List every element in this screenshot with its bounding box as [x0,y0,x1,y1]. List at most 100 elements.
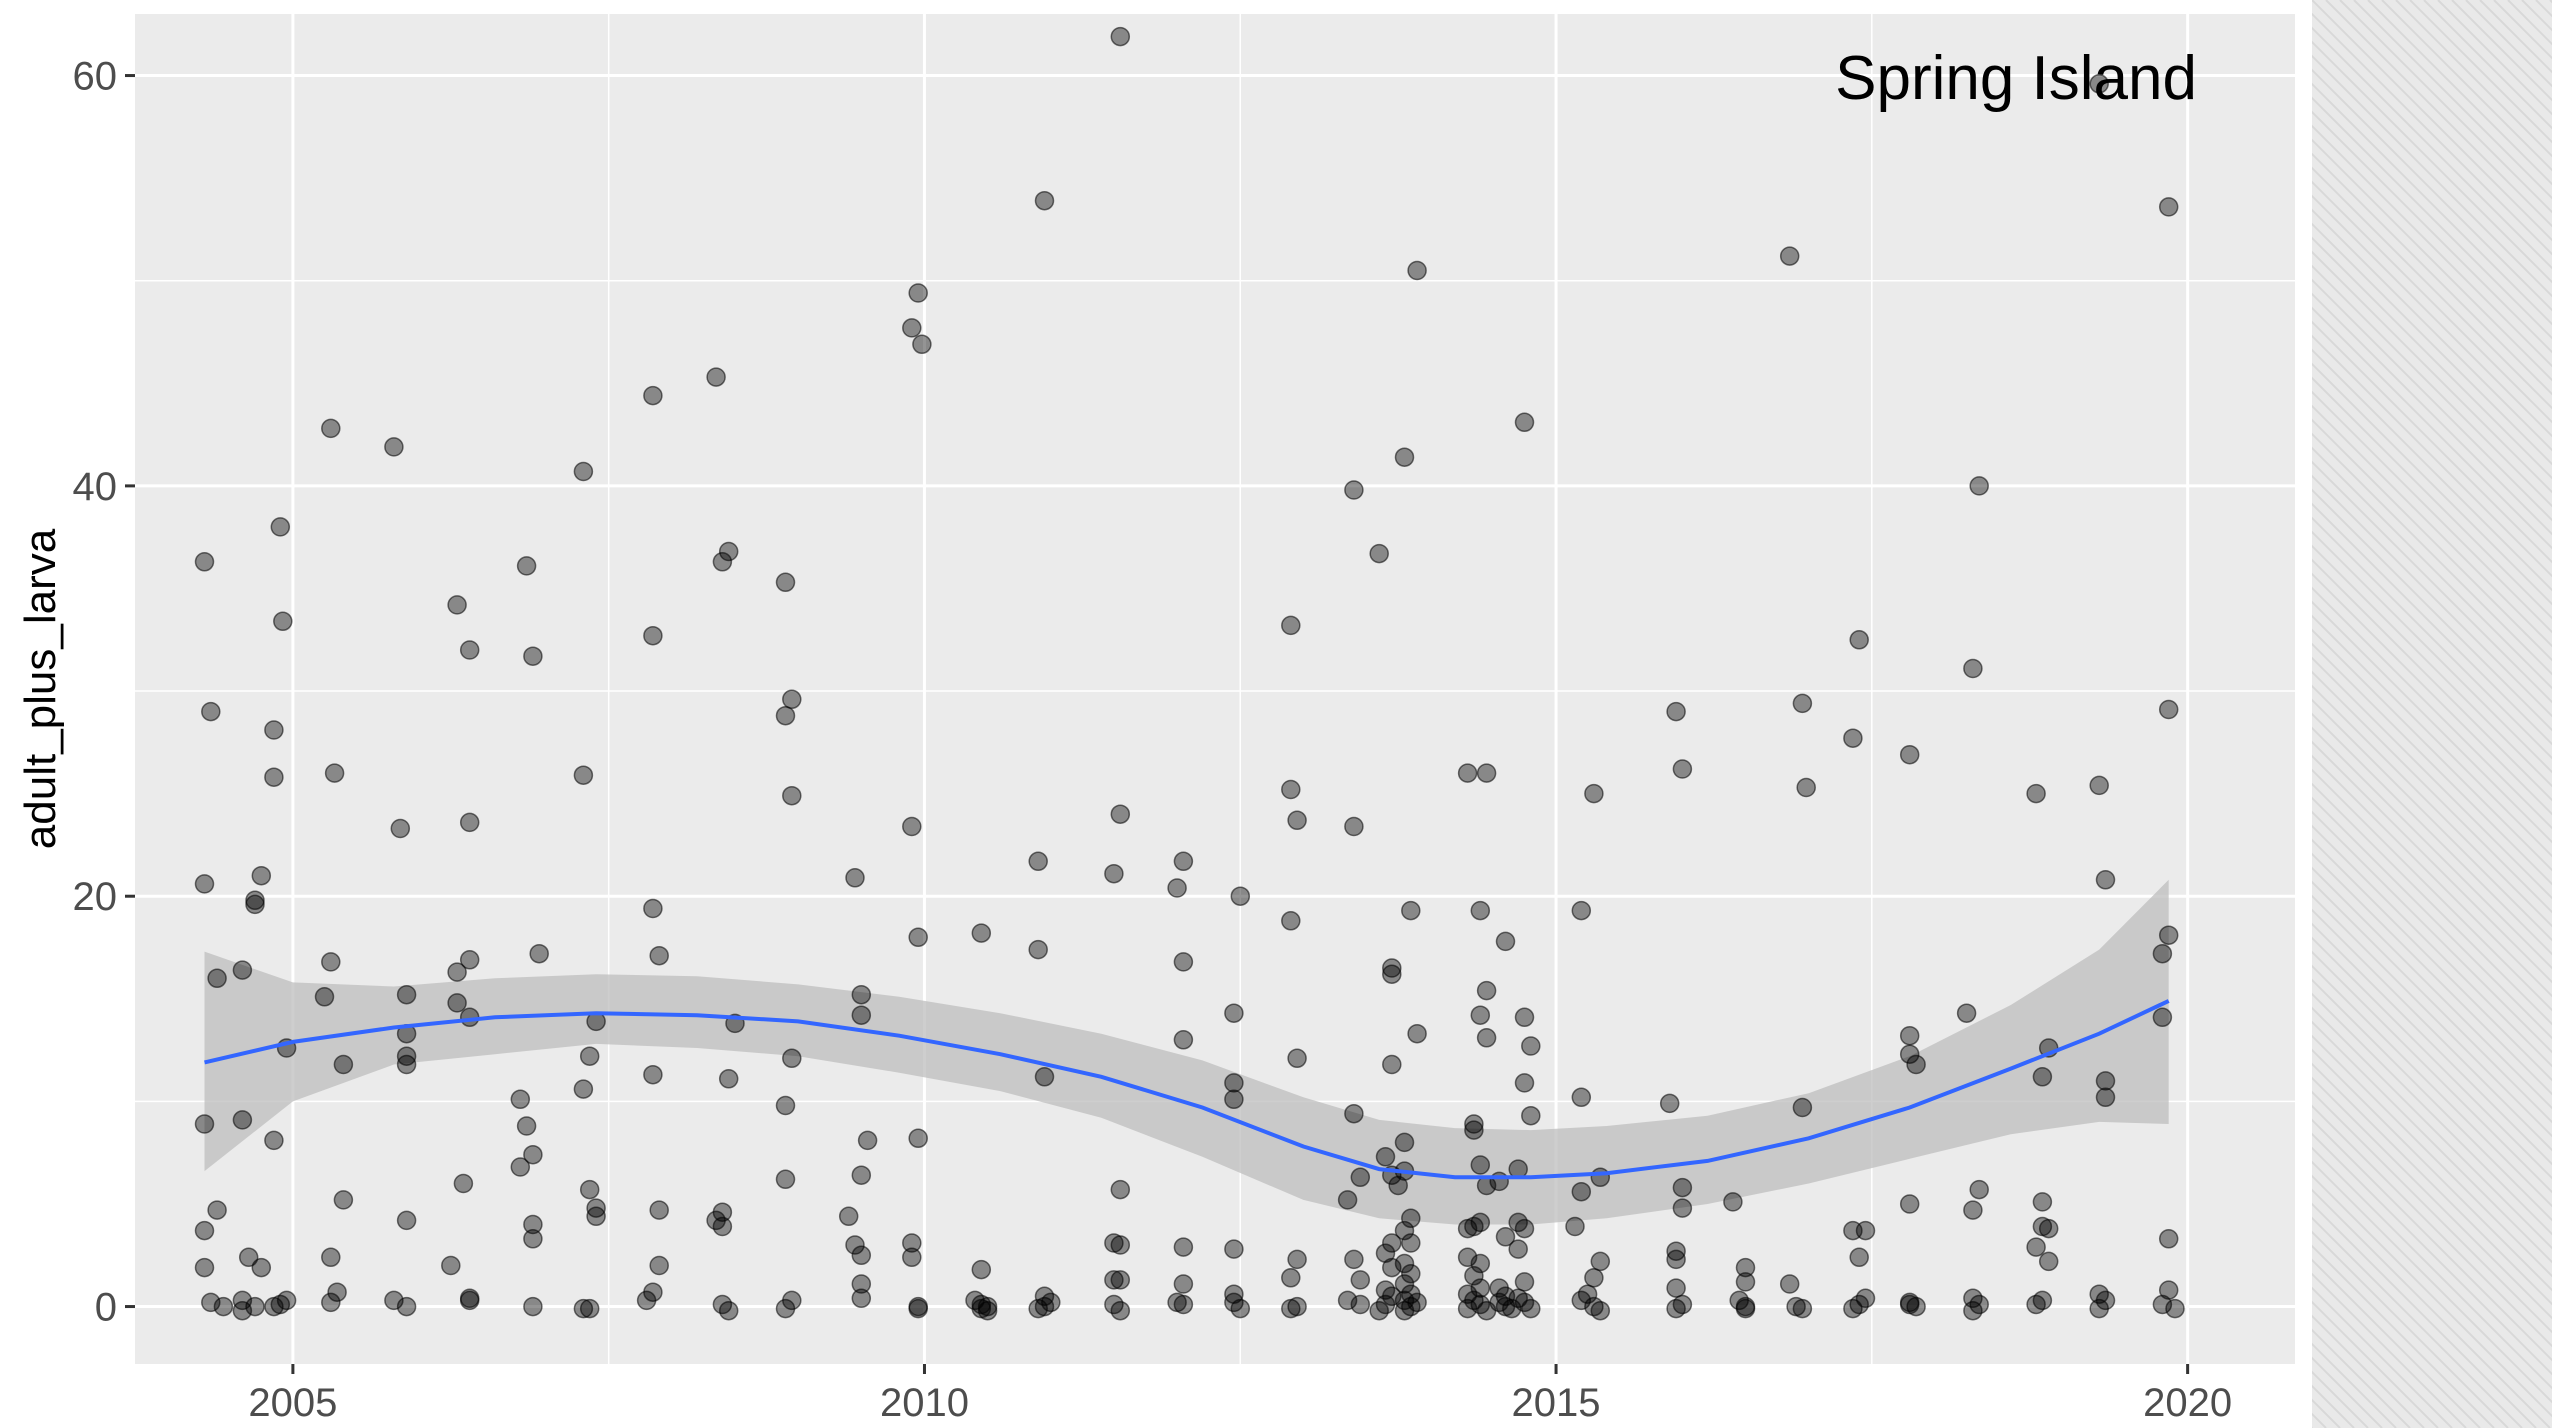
data-point [1287,1249,1307,1270]
side-decor-panel [2312,0,2552,1428]
data-point [2038,1218,2059,1239]
side-panel-texture [2312,110,2552,354]
data-point [453,1173,474,1194]
data-point [1470,1155,1491,1175]
data-point [1476,1028,1497,1048]
data-point [1401,1208,1421,1229]
data-point [232,960,253,980]
data-point [2165,1298,2185,1319]
data-point [579,1179,600,1200]
data-point [510,1089,531,1110]
data-point [902,1247,922,1268]
data-point [845,1235,865,1255]
data-point [327,1282,347,1302]
data-point [1796,777,1816,798]
data-point [1224,1073,1244,1093]
data-point [908,1128,928,1149]
data-point [1224,1089,1244,1110]
data-point [333,1054,354,1075]
data-point [902,318,922,338]
data-point [1584,783,1604,804]
data-point [1344,1103,1364,1124]
data-point [851,1005,872,1025]
data-point [851,1245,872,1266]
data-point [245,894,265,915]
side-panel-texture [2312,670,2552,914]
data-point [1666,1278,1686,1298]
data-point [459,812,480,833]
data-point [1963,658,1983,679]
data-point [971,923,992,943]
data-point [1899,1044,1920,1064]
data-point [1350,1270,1371,1290]
data-point [459,1290,480,1311]
data-point [851,1274,872,1294]
data-point [2158,699,2179,720]
side-panel-texture [2312,544,2552,788]
data-point [2026,1294,2046,1315]
data-point [1401,1263,1421,1284]
data-point [1779,246,1800,266]
data-point [2089,775,2109,796]
data-point [1514,1272,1535,1292]
side-panel-texture [2312,1104,2552,1348]
data-point [902,1233,922,1253]
data-point [573,1298,594,1319]
data-point [1369,1300,1389,1321]
side-panel-texture [2312,1062,2552,1306]
side-panel-texture [2312,1160,2552,1404]
data-point [1969,1179,1989,1200]
data-point [1476,763,1497,783]
data-point [643,385,663,406]
side-panel-texture [2312,628,2552,872]
data-point [782,1048,802,1069]
data-point [908,283,928,303]
side-panel-texture [2312,474,2552,718]
data-point [1401,900,1421,921]
data-point [1899,1025,1920,1046]
data-point [447,962,467,982]
data-point [586,1206,606,1227]
data-point [1110,26,1131,47]
side-panel-texture [2312,68,2552,312]
side-panel-texture [2312,656,2552,900]
side-panel-texture [2312,1090,2552,1334]
data-point [1672,759,1693,779]
data-point [1521,1105,1541,1126]
data-point [396,1210,417,1231]
data-point [2026,783,2046,804]
data-point [396,1296,417,1317]
data-point [908,1298,928,1319]
side-panel-texture [2312,698,2552,942]
data-point [523,1214,543,1235]
data-point [912,334,932,355]
data-point [706,367,726,387]
data-point [1495,1227,1516,1247]
data-point [971,1259,992,1280]
data-point [1224,1239,1244,1259]
data-point [1382,1054,1402,1075]
data-point [1028,851,1048,872]
data-point [1337,1290,1358,1311]
data-point [1464,1114,1484,1134]
data-point [1350,1167,1371,1188]
data-point [321,1247,341,1268]
data-point [1394,1274,1415,1294]
data-point [775,1298,796,1319]
data-point [1034,1067,1055,1087]
data-point [1584,1268,1604,1288]
data-point [1281,1268,1301,1288]
data-point [245,1296,265,1317]
data-point [1521,1036,1541,1056]
data-point [523,646,543,666]
data-point [579,1298,600,1319]
data-point [1344,480,1364,500]
data-point [1230,1298,1251,1319]
side-panel-texture [2312,194,2552,438]
data-point [1843,1298,1863,1319]
x-axis: 2005 2010 2015 2020 [248,1364,2232,1425]
data-point [523,1144,543,1165]
data-point [2032,1192,2053,1212]
data-point [264,767,284,787]
side-panel-texture [2312,208,2552,452]
